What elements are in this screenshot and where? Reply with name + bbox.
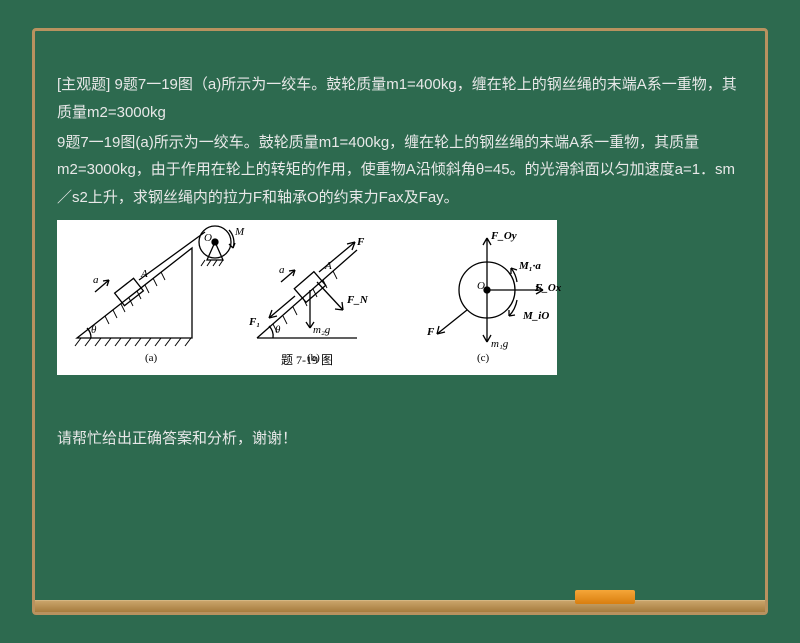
label-FN-b: F_N	[347, 290, 368, 310]
label-F-b: F	[357, 232, 364, 252]
label-MiO: M_iO	[523, 306, 549, 326]
label-Foy: F_Oy	[491, 226, 517, 246]
label-theta-b: θ	[275, 320, 280, 340]
label-M: M	[235, 222, 244, 242]
panel-label-c: (c)	[477, 348, 489, 368]
question-title-line: [主观题] 9题7一19图（a)所示为一绞车。鼓轮质量m1=400kg，缠在轮上…	[57, 71, 743, 127]
chalkboard-panel: [主观题] 9题7一19图（a)所示为一绞车。鼓轮质量m1=400kg，缠在轮上…	[32, 28, 768, 615]
question-tag: [主观题]	[57, 76, 110, 93]
label-O-c: O	[477, 276, 485, 296]
label-A-b: A	[325, 256, 332, 276]
label-O-a: O	[204, 228, 212, 248]
figure-caption: 题 7-19 图	[281, 349, 333, 371]
label-theta-a: θ	[91, 320, 96, 340]
label-m2g-b: m₂g	[313, 320, 330, 340]
answer-prompt: 请帮忙给出正确答案和分析，谢谢！	[57, 425, 743, 453]
panel-label-a: (a)	[145, 348, 157, 368]
label-Ma: M₁·a	[519, 256, 541, 276]
label-Fox: F_Ox	[535, 278, 561, 298]
label-A-a: A	[141, 264, 148, 284]
label-m1g: m₁g	[491, 334, 508, 354]
label-F1-b: F₁	[249, 312, 260, 332]
label-a-a: a	[93, 270, 99, 290]
question-title: 9题7一19图（a)所示为一绞车。鼓轮质量m1=400kg，缠在轮上的钢丝绳的末…	[57, 76, 737, 121]
label-F-c: F	[427, 322, 434, 342]
question-body: 9题7一19图(a)所示为一绞车。鼓轮质量m1=400kg，缠在轮上的钢丝绳的末…	[57, 129, 743, 212]
chalkboard-ledge	[35, 600, 765, 612]
eraser-icon	[575, 590, 635, 604]
figure-7-19: M O A a θ (a) F A a F₁ F_N m₂g θ (b) F_O…	[57, 220, 557, 375]
label-a-b: a	[279, 260, 285, 280]
